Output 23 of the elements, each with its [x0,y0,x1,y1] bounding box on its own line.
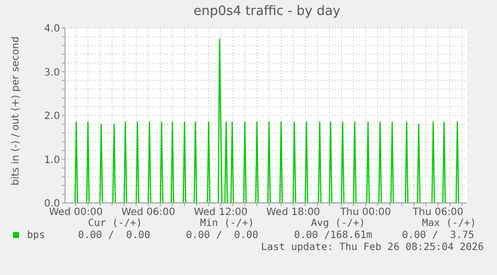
text: Min (-/+) [200,218,254,229]
x-tick-label: Wed 06:00 [121,207,176,218]
y-tick-label: 3.0 [44,67,60,78]
text: 0.00 / 3.75 [402,230,474,241]
x-tick-label: Thu 00:00 [339,207,391,218]
x-tick-label: Wed 18:00 [266,207,320,218]
y-tick-label: 4.0 [44,24,60,35]
text: Cur (-/+) [88,218,142,229]
x-tick-label: Wed 12:00 [194,207,248,218]
text: 0.00 / 0.00 [186,230,258,241]
text: 0.00 / 0.00 [78,230,150,241]
y-tick-label: 1.0 [44,154,60,166]
x-tick-label: Thu 06:00 [412,207,464,218]
y-axis-title: bits in (-) / out (+) per second [10,36,22,186]
text: 0.00 /168.61m [294,230,372,241]
chart-title: enp0s4 traffic - by day [192,4,342,19]
text: Last update: Thu Feb 26 08:25:04 2026 [261,242,484,253]
text: Max (-/+) [422,218,476,229]
line-series [74,38,460,203]
legend-label: bps [27,230,46,241]
x-tick-label: Wed 00:00 [48,207,103,218]
y-tick-label: 2.0 [44,111,60,122]
text: Avg (-/+) [311,218,366,229]
